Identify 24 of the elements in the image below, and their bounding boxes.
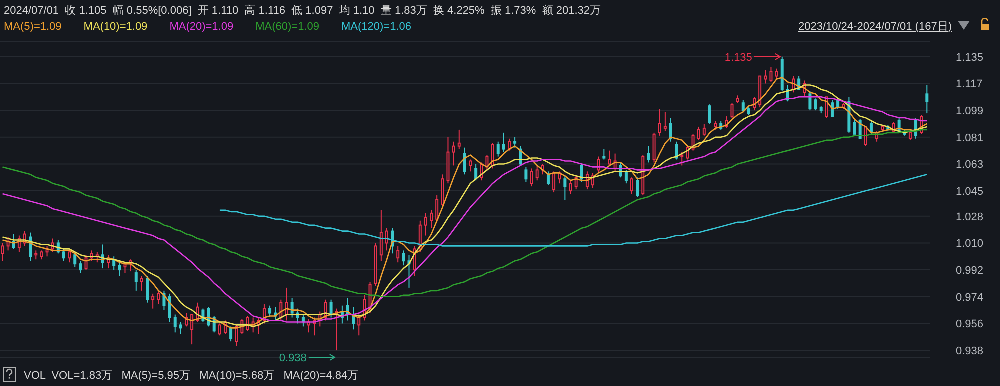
y-tick-label: 1.099 — [956, 105, 984, 118]
y-tick-label: 1.081 — [956, 132, 984, 144]
y-tick-label: 1.063 — [956, 159, 984, 172]
x-axis-title: VOL VOL=1.83万 MA(5)=5.95万 MA(10)=5.68万 MA(20)=4.84万 — [24, 369, 359, 383]
text: MA(10)=1.09 — [84, 21, 148, 33]
chart-subtitle: 2023/10/24-2024/07/01 (167日) — [798, 20, 952, 34]
y-tick-label: 0.956 — [956, 318, 984, 331]
candlestick — [926, 84, 929, 114]
annotation: 1.135 — [724, 52, 752, 64]
text: MA(20)=1.09 — [170, 21, 234, 33]
y-tick-label: 0.938 — [956, 345, 984, 358]
annotation: 0.938 — [279, 352, 307, 365]
chart-title: 2024/07/01 收 1.105 幅 0.55%[0.006] 开 1.110 高 1.116 低 1.097 均 1.10 量 1.83万 换 4.225% 振 1.73% 额 201.32万 — [4, 4, 602, 18]
text: MA(60)=1.09 — [256, 21, 320, 33]
y-tick-label: 0.992 — [956, 264, 984, 277]
candlestick — [380, 210, 383, 262]
y-tick-label: 0.974 — [956, 292, 984, 304]
y-tick-label: 1.010 — [956, 238, 984, 250]
y-tick-label: 1.117 — [956, 78, 983, 91]
y-tick-label: 1.028 — [956, 211, 984, 224]
y-tick-label: 1.135 — [956, 52, 984, 64]
text: MA(5)=1.09 — [4, 21, 62, 33]
text: MA(120)=1.06 — [342, 21, 412, 33]
y-tick-label: 1.045 — [956, 186, 984, 198]
